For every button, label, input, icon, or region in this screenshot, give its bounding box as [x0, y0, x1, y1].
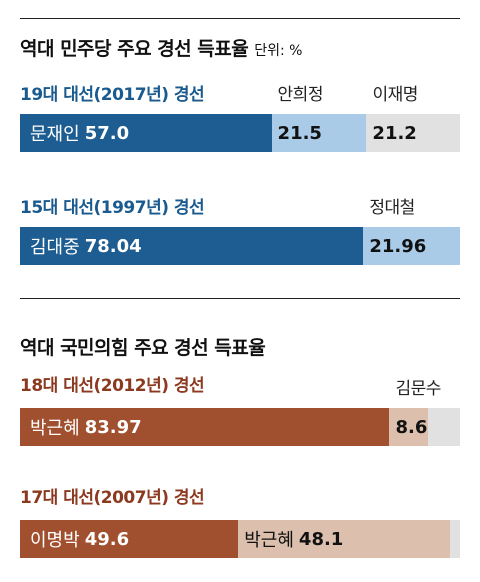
bar-1997-dem: 김대중 78.04 21.96 [20, 227, 460, 265]
candidate-name-label: 이재명 [372, 85, 418, 105]
segment-name-label: 박근혜 [244, 530, 294, 551]
segment-value-label: 21.5 [277, 122, 322, 144]
segment-name-label: 이명박 [30, 530, 80, 551]
race-label-1997: 15대 대선(1997년) 경선 [20, 198, 205, 218]
race-label-2012: 18대 대선(2012년) 경선 [20, 376, 205, 396]
dem-chart-title-text: 역대 민주당 주요 경선 득표율 [20, 38, 249, 60]
candidate-name-label: 정대철 [369, 198, 415, 218]
segment-value-label: 8.68 [395, 416, 428, 438]
segment-value-label: 48.1 [298, 528, 344, 550]
segment-name-label: 문재인 [30, 124, 80, 145]
unit-label: 단위: % [254, 43, 303, 59]
bar-segment-1-1-2 [449, 520, 460, 558]
bar-segment-1-0-0: 박근혜 83.97 [20, 408, 390, 446]
middle-divider [20, 298, 460, 299]
segment-name-label: 박근혜 [30, 418, 80, 439]
bar-segment-0-1-1: 21.96 [363, 227, 460, 265]
segment-value-label: 21.96 [369, 235, 427, 257]
bar-segment-0-0-2: 21.2 [366, 114, 460, 152]
candidate-name-label: 김문수 [395, 379, 441, 399]
bar-segment-1-1-0: 이명박 49.6 [20, 520, 239, 558]
race-label-2007: 17대 대선(2007년) 경선 [20, 488, 205, 508]
bar-segment-0-0-0: 문재인 57.0 [20, 114, 272, 152]
segment-name-label: 김대중 [30, 237, 80, 258]
bar-segment-1-0-1: 8.68 [389, 408, 428, 446]
bar-2007-ppp: 이명박 49.6 박근혜 48.1 [20, 520, 460, 558]
segment-value-label: 49.6 [84, 528, 130, 550]
segment-value-label: 83.97 [84, 416, 142, 438]
bar-segment-0-1-0: 김대중 78.04 [20, 227, 364, 265]
segment-value-label: 78.04 [84, 235, 142, 257]
bar-2017-dem: 문재인 57.0 21.5 21.2 [20, 114, 460, 152]
bar-segment-0-0-1: 21.5 [271, 114, 367, 152]
segment-value-label: 57.0 [84, 122, 130, 144]
dem-chart-title: 역대 민주당 주요 경선 득표율 단위: % [20, 34, 302, 61]
candidate-name-label: 안희정 [277, 85, 324, 105]
race-label-2017: 19대 대선(2017년) 경선 [20, 85, 205, 105]
top-divider [20, 18, 460, 19]
segment-value-label: 21.2 [372, 122, 417, 144]
ppp-chart-title: 역대 국민의힘 주요 경선 득표율 [20, 337, 266, 359]
bar-segment-1-1-1: 박근혜 48.1 [238, 520, 450, 558]
bar-segment-1-0-2 [427, 408, 460, 446]
